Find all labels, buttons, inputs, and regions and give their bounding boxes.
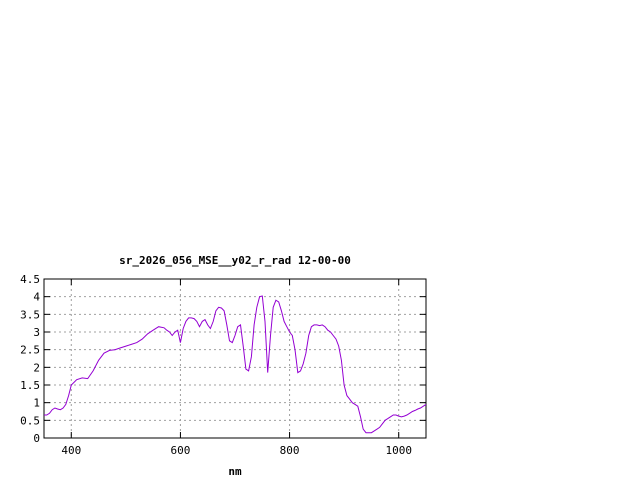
x-tick-label: 800 — [280, 444, 300, 457]
y-axis-ticks: 0 0.5 1 1.5 2 2.5 3 3.5 4 4.5 — [20, 273, 426, 445]
y-tick-label: 1.5 — [20, 379, 40, 392]
y-tick-label: 1 — [33, 397, 40, 410]
y-tick-label: 0.5 — [20, 414, 40, 427]
grid-lines — [44, 279, 426, 438]
y-tick-label: 4.5 — [20, 273, 40, 286]
plot-border — [43, 278, 427, 439]
spectrum-line — [44, 295, 427, 434]
axes — [43, 278, 427, 439]
x-tick-label: 600 — [170, 444, 190, 457]
y-tick-label: 2 — [33, 361, 40, 374]
y-tick-label: 4 — [33, 291, 40, 304]
x-axis-ticks: 400 600 800 1000 — [61, 279, 412, 457]
y-tick-label: 0 — [33, 432, 40, 445]
plot-area — [44, 295, 427, 434]
y-tick-label: 3 — [33, 326, 40, 339]
x-tick-label: 1000 — [385, 444, 412, 457]
y-tick-label: 2.5 — [20, 344, 40, 357]
x-tick-label: 400 — [61, 444, 81, 457]
chart-title: sr_2026_056_MSE__y02_r_rad 12-00-00 — [119, 254, 351, 267]
x-axis-label: nm — [228, 465, 242, 478]
y-tick-label: 3.5 — [20, 308, 40, 321]
